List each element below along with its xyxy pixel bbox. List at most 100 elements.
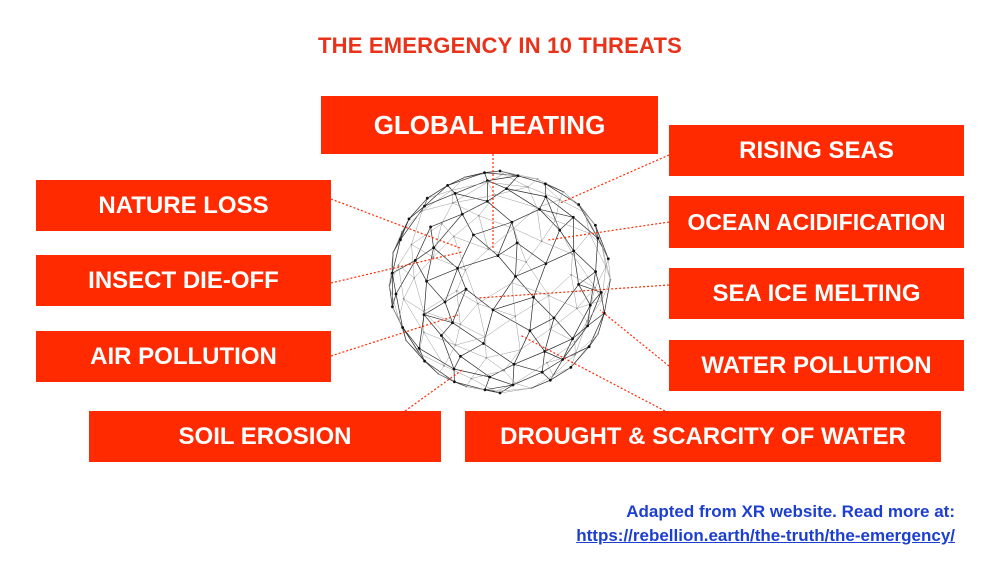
globe-edge: [477, 303, 486, 338]
globe-edge: [525, 261, 550, 296]
globe-node: [519, 349, 522, 351]
globe-edge: [483, 309, 494, 344]
globe-node: [440, 222, 443, 225]
globe-edge: [570, 254, 573, 275]
globe-edge: [433, 236, 454, 258]
globe-node: [463, 176, 466, 179]
globe-edge: [495, 194, 537, 208]
globe-edge: [576, 308, 588, 322]
globe-node: [505, 187, 508, 191]
globe-edge: [589, 233, 603, 247]
globe-edge: [511, 282, 549, 296]
globe-node: [562, 190, 565, 193]
footer-link[interactable]: https://rebellion.earth/the-truth/the-em…: [576, 526, 955, 545]
footer-credit: Adapted from XR website. Read more at:: [626, 502, 955, 521]
globe-edge: [389, 285, 393, 307]
globe-edge: [600, 292, 605, 314]
globe-edge: [432, 223, 442, 258]
globe-node: [459, 354, 462, 358]
globe-edge: [552, 354, 576, 376]
globe-edge: [447, 185, 456, 194]
globe-edge: [444, 365, 472, 379]
globe-edge: [601, 279, 611, 301]
globe-edge: [471, 370, 505, 379]
threat-air-pollution: AIR POLLUTION: [36, 331, 331, 382]
connector-lines: [330, 154, 670, 412]
globe-edge: [457, 234, 474, 269]
globe-node: [577, 203, 581, 206]
globe-edge: [529, 330, 545, 352]
globe-edge: [545, 229, 561, 264]
globe-edge: [573, 250, 596, 272]
globe-edge: [559, 217, 574, 231]
globe-node: [425, 196, 429, 200]
globe-edge: [454, 381, 486, 391]
globe-edge: [572, 233, 590, 255]
globe-edge: [424, 193, 456, 207]
globe-edge: [411, 223, 442, 245]
globe-node: [455, 289, 458, 292]
globe-node: [544, 262, 548, 265]
globe-node: [527, 186, 529, 188]
globe-edge: [601, 246, 611, 280]
globe-edge: [426, 280, 446, 303]
globe-edge: [487, 180, 507, 189]
globe-node: [401, 326, 404, 329]
globe-edge: [423, 290, 457, 312]
globe-edge: [544, 338, 573, 352]
globe-edge: [453, 236, 466, 271]
globe-edge: [608, 258, 611, 280]
globe-edge: [400, 205, 425, 240]
threat-drought: DROUGHT & SCARCITY OF WATER: [465, 411, 941, 462]
globe-edge: [515, 295, 549, 317]
connector-line: [519, 334, 666, 412]
globe-edge: [423, 281, 427, 315]
globe-edge: [499, 384, 514, 394]
globe-node: [399, 238, 402, 242]
globe-node: [472, 233, 475, 237]
globe-edge: [553, 317, 573, 339]
globe-edge: [389, 265, 399, 287]
globe-edge: [485, 316, 516, 338]
globe-node: [514, 315, 517, 318]
globe-edge: [559, 199, 586, 213]
globe-node: [391, 305, 394, 309]
globe-edge: [392, 239, 401, 253]
globe-node: [432, 246, 435, 250]
globe-edge: [527, 186, 560, 200]
globe-edge: [403, 277, 415, 299]
threat-nature-loss: NATURE LOSS: [36, 180, 331, 231]
globe-edge: [484, 376, 490, 390]
globe-edge: [594, 266, 607, 288]
globe-edge: [578, 271, 596, 285]
globe-node: [394, 292, 398, 296]
globe-edge: [552, 367, 571, 376]
globe-edge: [433, 213, 463, 248]
globe-node: [407, 217, 411, 221]
globe-edge: [389, 273, 393, 287]
globe-edge: [529, 317, 555, 332]
globe-edge: [511, 208, 540, 223]
globe-node: [491, 308, 495, 312]
globe-node: [423, 359, 426, 363]
globe-edge: [529, 297, 534, 331]
globe-edge: [489, 363, 515, 378]
globe-node: [512, 362, 516, 366]
globe-edge: [398, 265, 415, 279]
globe-node: [484, 336, 487, 338]
globe-edge: [477, 282, 513, 304]
globe-edge: [455, 336, 486, 346]
globe-edge: [438, 365, 445, 374]
globe-node: [397, 264, 400, 267]
globe-node: [584, 211, 586, 214]
globe-node: [538, 207, 541, 211]
globe-node: [476, 302, 479, 305]
globe-node: [548, 378, 552, 382]
globe-node: [432, 256, 435, 259]
globe-edge: [443, 344, 456, 366]
globe-edge: [430, 213, 463, 228]
globe-node: [421, 210, 423, 212]
globe-node: [392, 251, 394, 254]
globe-edge: [403, 298, 424, 312]
globe-edge: [502, 173, 529, 188]
